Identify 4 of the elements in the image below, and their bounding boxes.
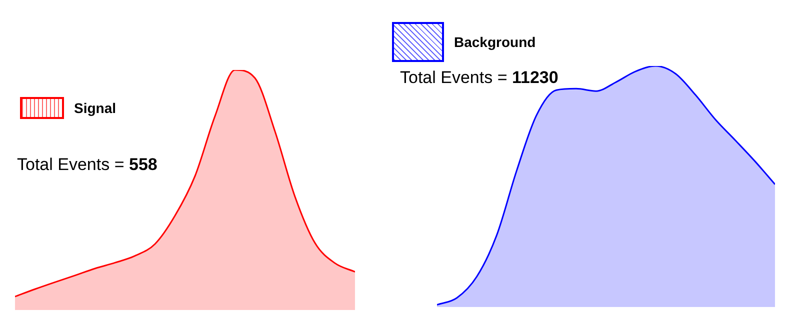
legend-label: Signal	[74, 100, 116, 116]
annotation: Total Events = 558	[17, 155, 158, 174]
annotation: Total Events = 11230	[400, 68, 558, 87]
text: Background	[454, 34, 536, 50]
